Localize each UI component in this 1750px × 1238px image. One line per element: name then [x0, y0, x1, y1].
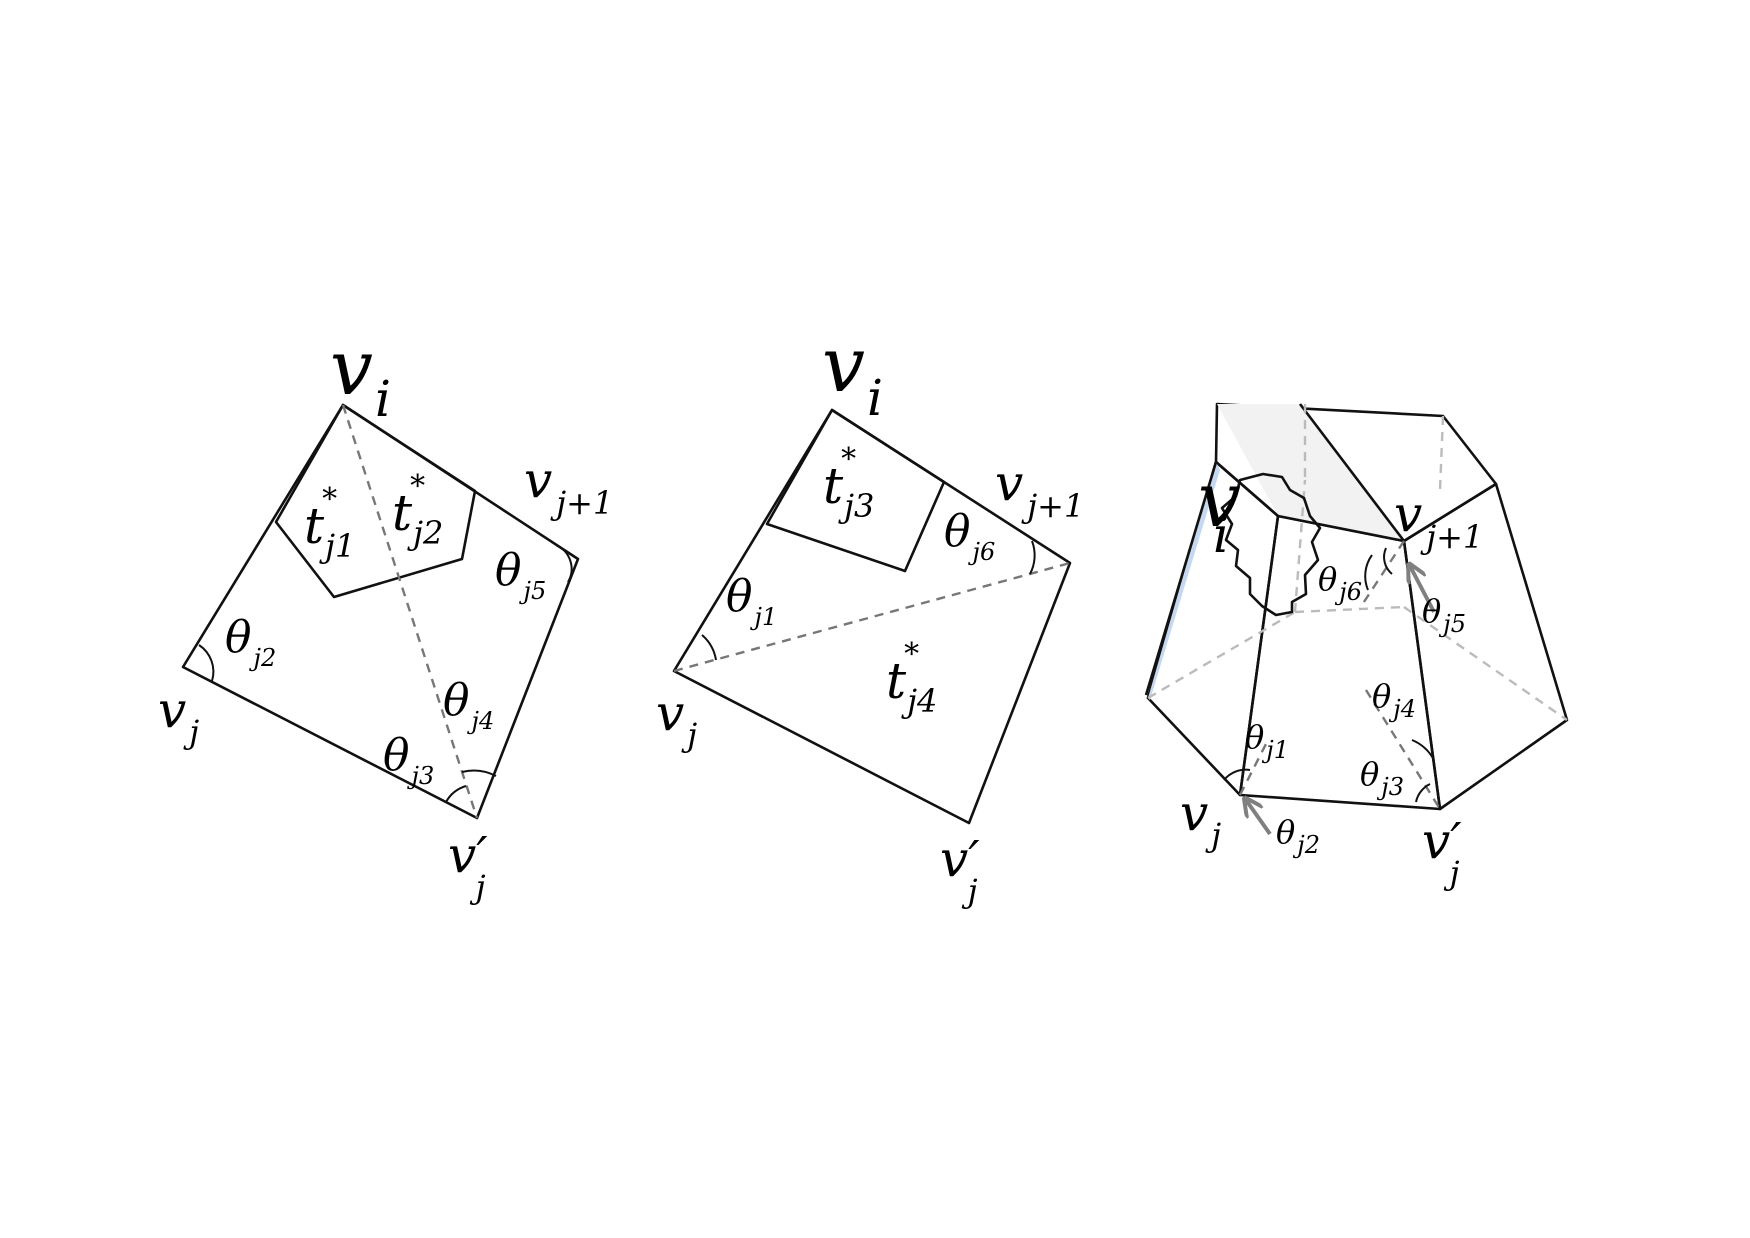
label-vj: vj [1180, 784, 1221, 854]
angle-arc-j6 [1364, 554, 1373, 591]
label-theta-j1: θj1 [1245, 718, 1289, 764]
hidden-back-4 [1293, 479, 1307, 613]
label-t-j4: t* j4 [886, 637, 937, 720]
hidden-back-3 [1403, 606, 1568, 721]
label-theta-j2: θj2 [1276, 813, 1320, 859]
hidden-back-1 [1147, 610, 1296, 700]
panel-3 [1144, 402, 1569, 836]
angle-arc-j3 [1415, 783, 1431, 803]
label-vj-prime: v′ j [940, 830, 980, 910]
arrow-theta-j5 [1410, 566, 1436, 613]
angle-arc-j5 [555, 544, 573, 583]
angle-arc-j2 [198, 644, 215, 682]
label-theta-j2: θj2 [225, 612, 276, 672]
label-theta-j5: θj5 [495, 545, 546, 605]
angle-arc-j1 [1223, 768, 1251, 781]
front-face [1238, 514, 1442, 811]
region-t-j3 [765, 408, 946, 573]
diagonal-vj-vj1 [673, 561, 1071, 673]
panel-1 [181, 403, 580, 820]
label-vj-prime: v′ j [1422, 812, 1462, 892]
angle-arc-j1 [701, 634, 717, 661]
label-theta-j4: θj4 [443, 675, 494, 735]
region-star [1220, 472, 1322, 617]
label-vj1: v j+1 [1394, 485, 1483, 556]
label-theta-j3: θj3 [383, 730, 434, 790]
angle-arc-j4 [461, 769, 497, 777]
top-diagonal [1298, 403, 1406, 542]
angle-arc-j4 [1411, 739, 1435, 761]
hull-left [1144, 461, 1218, 696]
hidden-diag-j1 [1238, 739, 1270, 796]
label-theta-j3: θj3 [1360, 755, 1404, 801]
top-face-patch [1217, 404, 1404, 541]
far-left-face [1148, 462, 1220, 700]
label-theta-j6: θj6 [1318, 560, 1362, 606]
label-vj: vj [158, 681, 199, 751]
label-theta-j4: θj4 [1372, 677, 1416, 723]
label-vi: vi [330, 323, 391, 428]
angle-arc-j5 [1383, 547, 1393, 575]
arrow-theta-j2 [1246, 800, 1272, 836]
label-t-j3: t* j3 [823, 442, 874, 525]
label-t-j2: t* j2 [392, 469, 443, 552]
hidden-back-2 [1294, 605, 1405, 614]
quad-face [672, 408, 1072, 825]
hidden-diag-j6 [1358, 540, 1406, 609]
label-theta-j6: θj6 [944, 506, 995, 566]
panel-2 [672, 408, 1072, 825]
angle-arc-j6 [1029, 540, 1036, 575]
hidden-diag-j4 [1364, 689, 1442, 810]
label-t-j1: t* j1 [304, 482, 355, 565]
label-theta-j5: θj5 [1422, 592, 1466, 638]
label-vj: vj [656, 684, 697, 754]
label-theta-j1: θj1 [726, 571, 777, 631]
label-vj1: v j+1 [524, 451, 613, 522]
label-vj-prime: v′ j [448, 826, 488, 906]
diagonal-vi-vjp [341, 404, 479, 819]
label-vj1: v j+1 [995, 454, 1084, 525]
top-hidden-2 [1438, 415, 1445, 491]
angle-arc-j3 [445, 785, 467, 803]
label-vi: vi [822, 320, 883, 427]
label-vi: vi [1198, 455, 1241, 564]
